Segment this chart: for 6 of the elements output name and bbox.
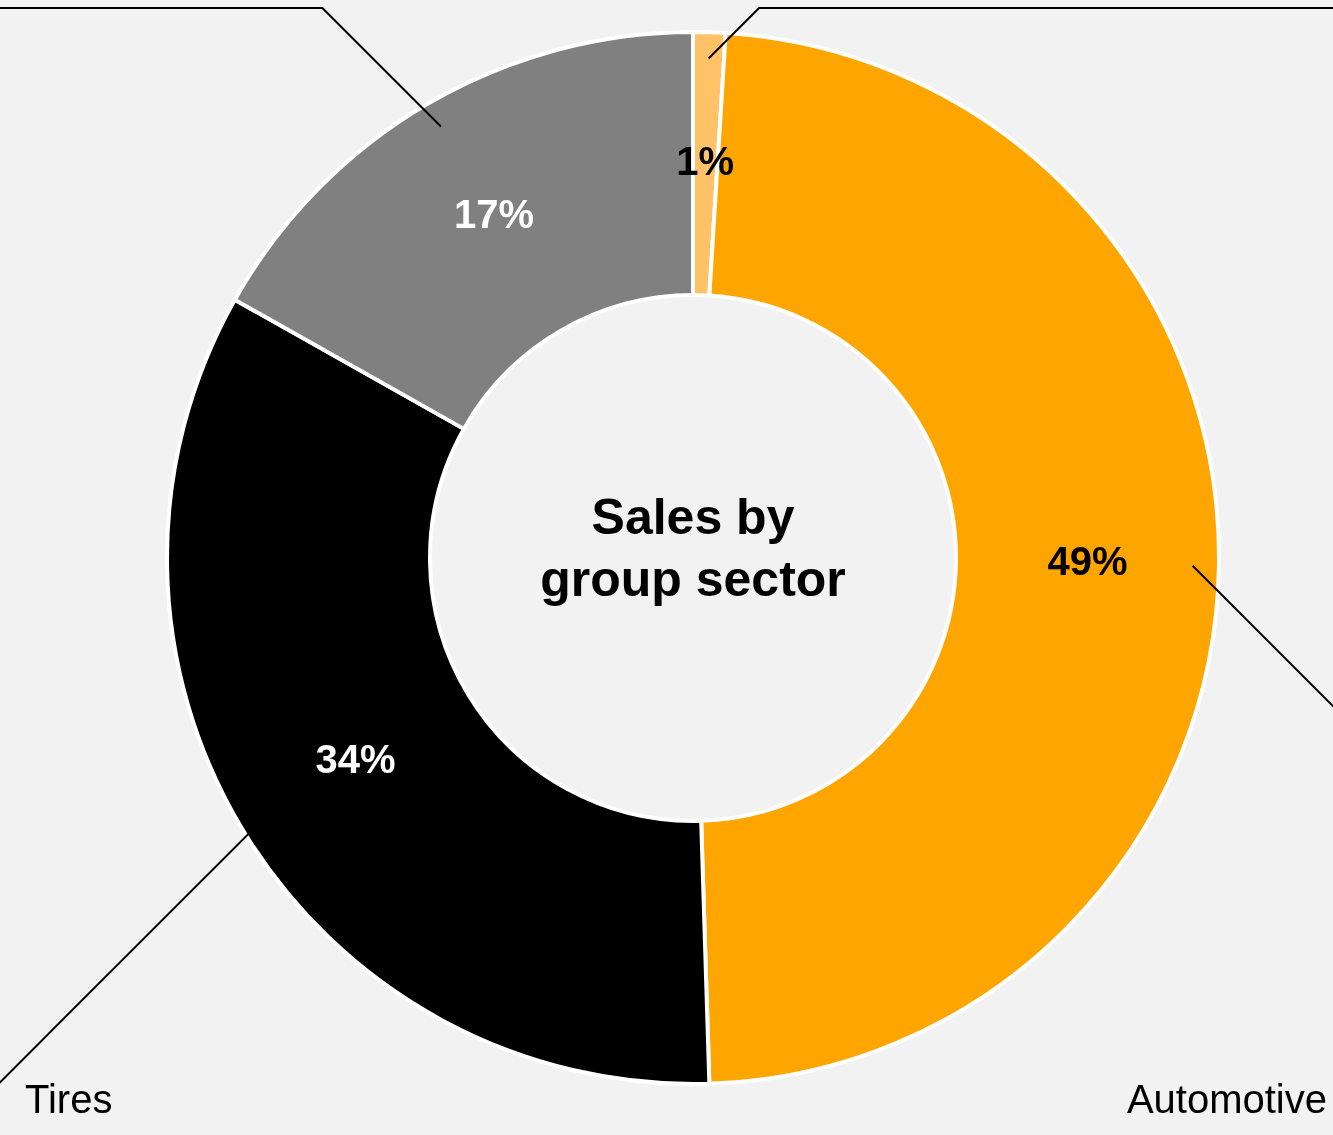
data-label: 17% <box>453 192 535 237</box>
data-label: 49% <box>1047 539 1128 584</box>
slice-label: Automotive <box>1126 1077 1327 1121</box>
text: Sales by group sector <box>540 488 846 607</box>
data-label: 34% <box>315 737 396 782</box>
slice-label: Tires <box>25 1077 113 1121</box>
